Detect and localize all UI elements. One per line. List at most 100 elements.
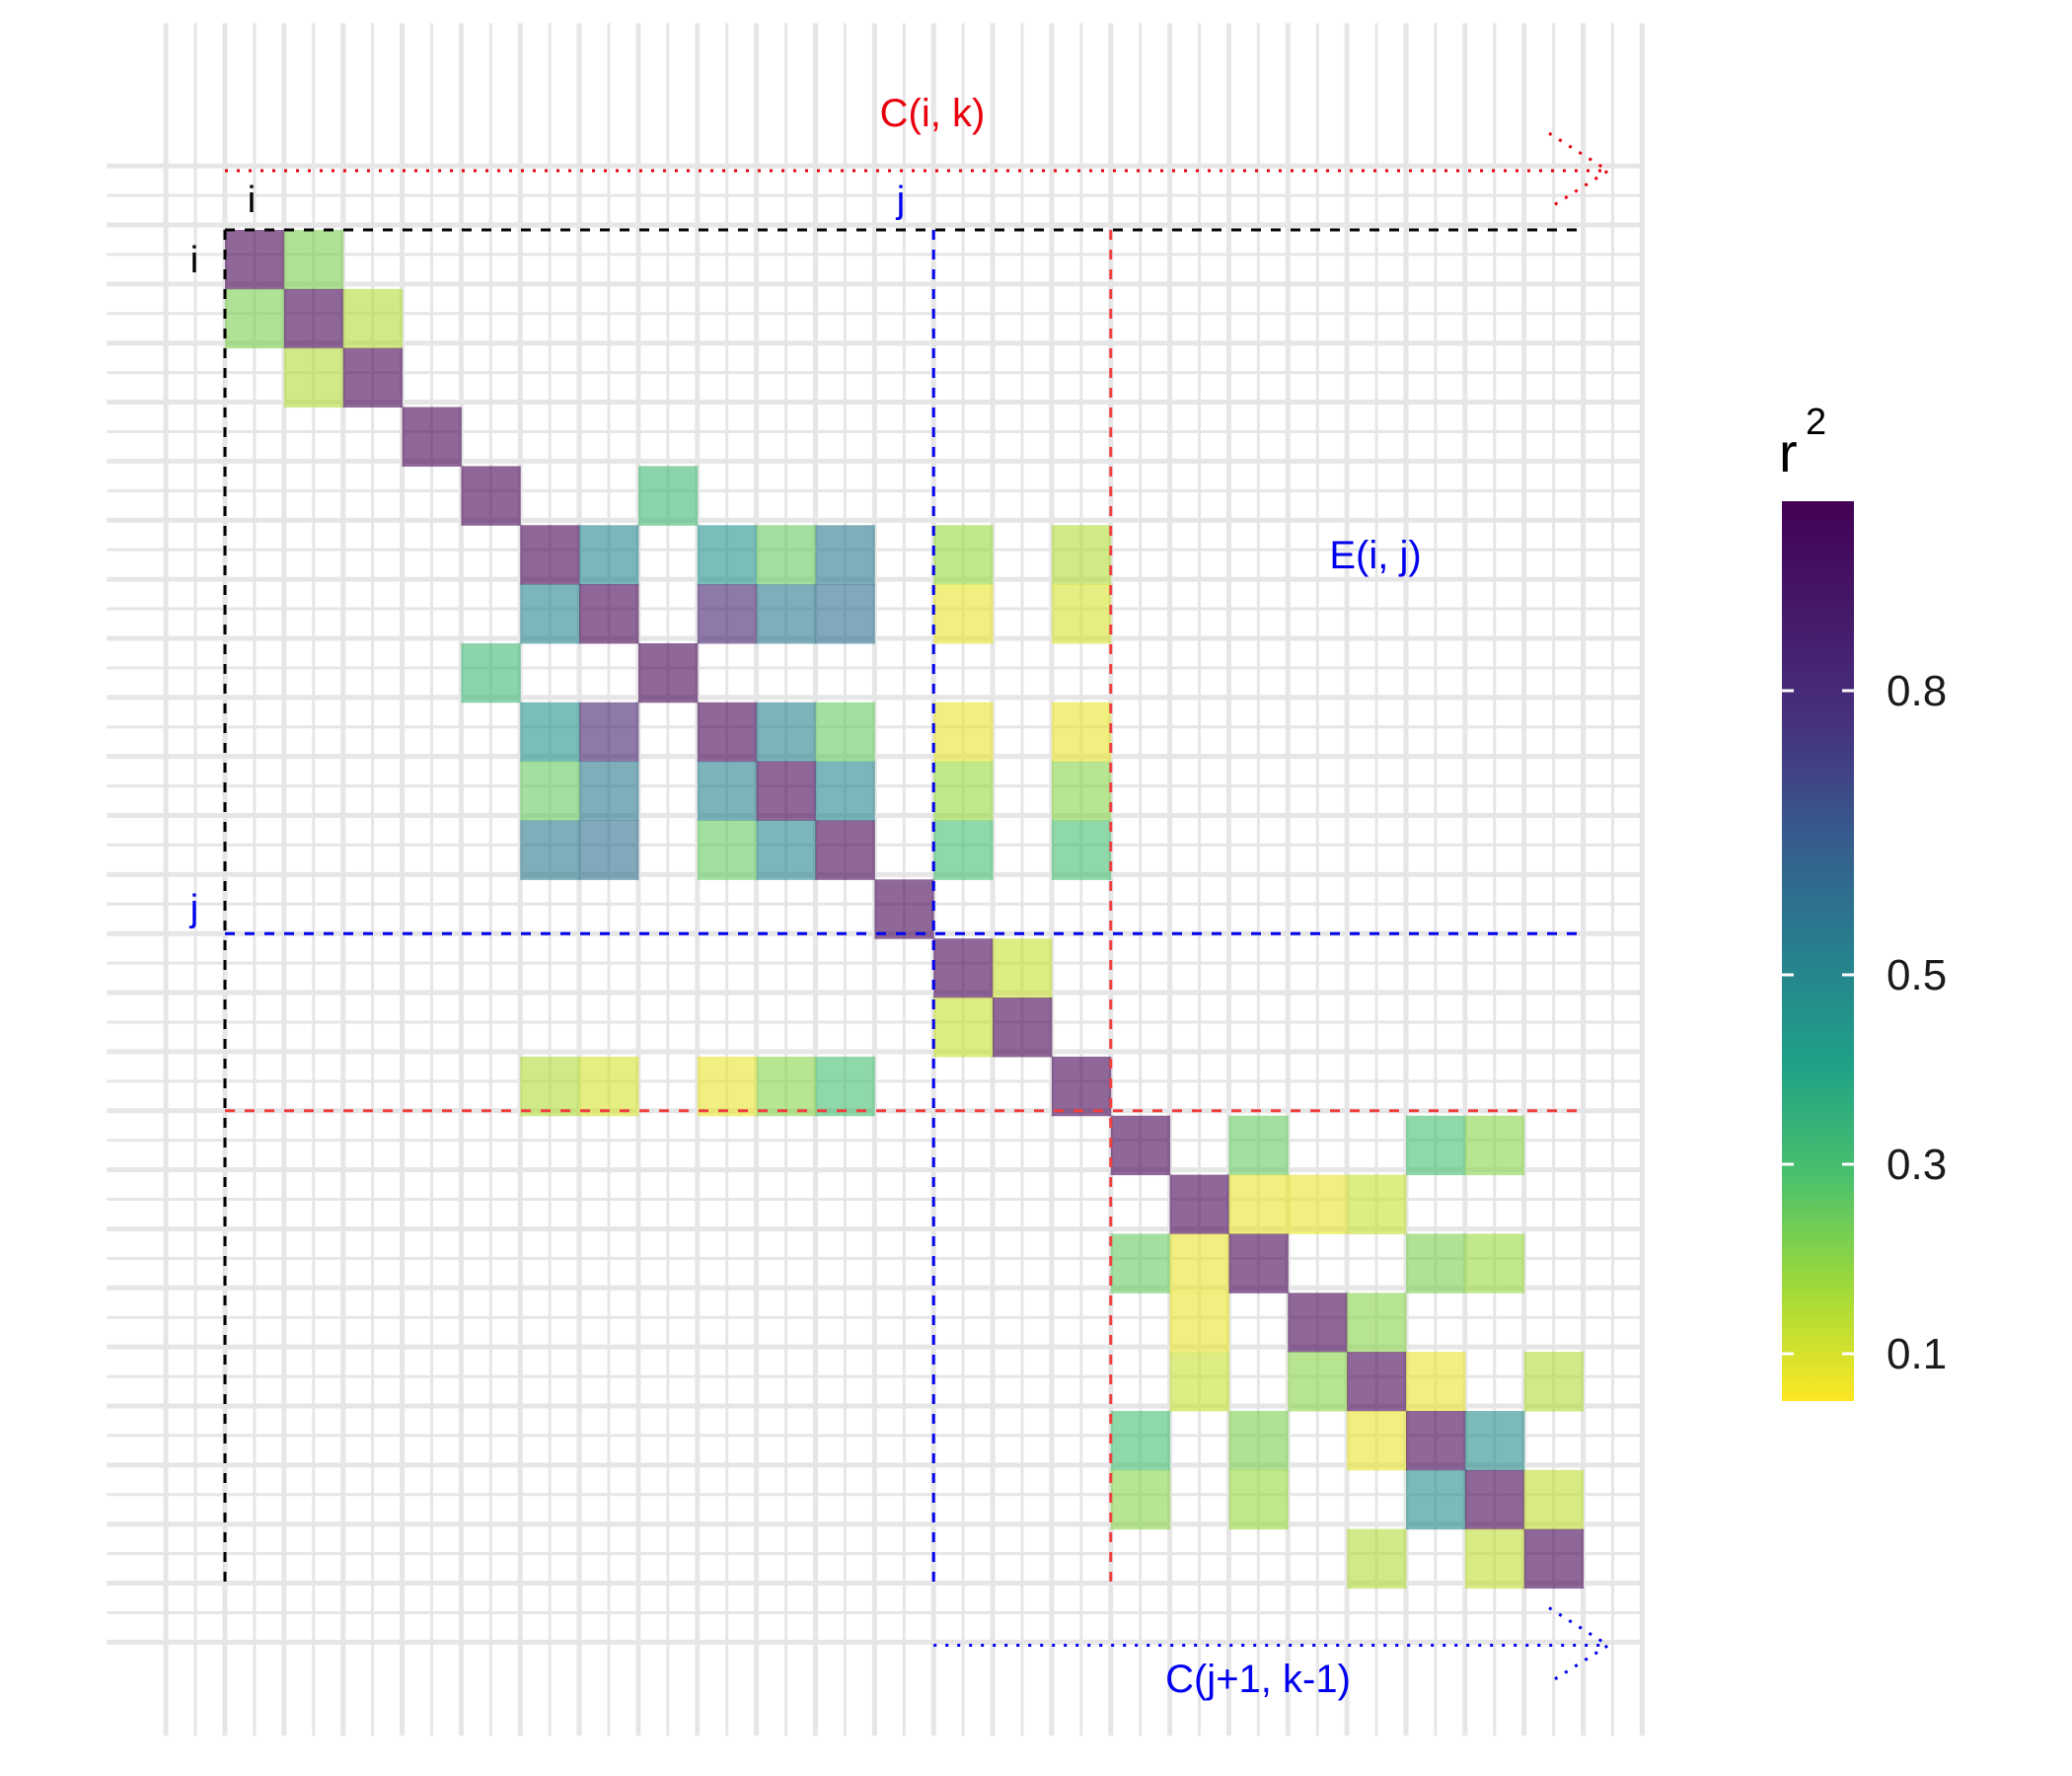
heatmap-cell xyxy=(520,584,580,644)
heatmap-cell xyxy=(1347,1528,1407,1590)
colorbar: r 2 0.8 0.5 0.3 0.1 xyxy=(1779,402,1947,1401)
heatmap-cell xyxy=(579,820,639,880)
heatmap-cell xyxy=(637,642,699,703)
heatmap-cell xyxy=(579,1056,639,1117)
heatmap-cell xyxy=(756,584,816,644)
colorbar-tick-label: 0.8 xyxy=(1887,667,1947,715)
heatmap-cells xyxy=(225,230,1585,1590)
heatmap-cell xyxy=(1051,702,1112,763)
heatmap-cell xyxy=(402,407,462,467)
heatmap-cell xyxy=(1110,1469,1171,1530)
colorbar-tick-label: 0.5 xyxy=(1887,951,1947,999)
heatmap-cell xyxy=(697,761,758,821)
heatmap-cell xyxy=(1288,1352,1348,1412)
heatmap-cell xyxy=(1523,1352,1585,1412)
heatmap-cell xyxy=(1523,1469,1585,1530)
heatmap-cell xyxy=(697,584,758,644)
heatmap-cell xyxy=(756,1056,816,1117)
heatmap-cell xyxy=(1464,1115,1525,1176)
heatmap-cell xyxy=(1051,584,1112,644)
heatmap-cell xyxy=(1228,1411,1289,1471)
heatmap-cell xyxy=(1051,761,1112,821)
heatmap-cell xyxy=(1110,1115,1171,1176)
heatmap-cell xyxy=(1169,1174,1229,1234)
heatmap-cell xyxy=(1523,1528,1585,1590)
heatmap-cell xyxy=(461,466,521,526)
heatmap-cell xyxy=(283,347,344,408)
heatmap-cell xyxy=(342,288,404,349)
heatmap-cell xyxy=(1406,1411,1466,1471)
label-c-j1-k1: C(j+1, k-1) xyxy=(1165,1658,1351,1701)
label-i-top: i xyxy=(248,180,256,221)
heatmap-cell xyxy=(933,938,994,999)
heatmap-cell xyxy=(520,761,580,821)
heatmap-cell xyxy=(756,820,816,880)
colorbar-gradient xyxy=(1782,501,1854,1401)
heatmap-cell xyxy=(1169,1352,1229,1412)
heatmap-cell xyxy=(579,761,639,821)
annotation-lines xyxy=(223,131,1611,1684)
heatmap-cell xyxy=(874,879,934,939)
heatmap-cell xyxy=(579,584,639,644)
heatmap-cell xyxy=(1464,1233,1525,1294)
heatmap-cell xyxy=(756,702,816,763)
heatmap-cell xyxy=(1110,1233,1171,1294)
heatmap-cell xyxy=(1288,1174,1348,1234)
heatmap-cell xyxy=(697,1056,758,1117)
label-e-i-j: E(i, j) xyxy=(1329,534,1421,577)
colorbar-ticks: 0.8 0.5 0.3 0.1 xyxy=(1782,667,1947,1378)
heatmap-cell xyxy=(933,998,994,1058)
heatmap-cell xyxy=(815,584,875,644)
heatmap-cell xyxy=(933,584,994,644)
heatmap-cell xyxy=(1169,1293,1229,1353)
heatmap-cell xyxy=(1464,1528,1525,1590)
heatmap-cell xyxy=(697,702,758,763)
heatmap-cell xyxy=(815,1056,875,1117)
heatmap-cell xyxy=(1169,1233,1229,1294)
heatmap-cell xyxy=(756,761,816,821)
heatmap-cell xyxy=(520,1056,580,1117)
heatmap-cell xyxy=(1051,1056,1112,1117)
label-i-left: i xyxy=(190,240,198,281)
heatmap-cell xyxy=(815,702,875,763)
heatmap-cell xyxy=(1347,1411,1407,1471)
heatmap-cell xyxy=(1051,820,1112,880)
colorbar-title-superscript: 2 xyxy=(1806,402,1826,443)
heatmap-cell xyxy=(1347,1174,1407,1234)
heatmap-cell xyxy=(933,525,994,585)
heatmap-cell xyxy=(520,702,580,763)
heatmap-cell xyxy=(579,702,639,763)
heatmap-cell xyxy=(637,466,699,526)
heatmap-cell xyxy=(1347,1293,1407,1353)
colorbar-tick-label: 0.3 xyxy=(1887,1141,1947,1189)
heatmap-cell xyxy=(283,230,344,290)
heatmap-cell xyxy=(933,702,994,763)
heatmap-cell xyxy=(225,230,285,290)
colorbar-title: r xyxy=(1779,421,1798,483)
heatmap-cell xyxy=(1347,1352,1407,1412)
heatmap-cell xyxy=(993,998,1053,1058)
heatmap-cell xyxy=(993,938,1053,999)
heatmap-cell xyxy=(1406,1352,1466,1412)
label-j-top: j xyxy=(896,180,905,221)
heatmap-cell xyxy=(815,525,875,585)
heatmap-cell xyxy=(756,525,816,585)
heatmap-cell xyxy=(1228,1469,1289,1530)
heatmap-cell xyxy=(1288,1293,1348,1353)
heatmap-cell xyxy=(1228,1233,1289,1294)
heatmap-cell xyxy=(933,761,994,821)
label-j-left: j xyxy=(189,888,198,929)
heatmap-cell xyxy=(283,288,344,349)
heatmap-cell xyxy=(520,820,580,880)
label-c-i-k: C(i, k) xyxy=(880,92,986,135)
heatmap-cell xyxy=(815,761,875,821)
heatmap-cell xyxy=(1228,1174,1289,1234)
heatmap-cell xyxy=(697,820,758,880)
heatmap-cell xyxy=(520,525,580,585)
heatmap-cell xyxy=(933,820,994,880)
heatmap-cell xyxy=(1406,1469,1466,1530)
heatmap-cell xyxy=(1110,1411,1171,1471)
heatmap-cell xyxy=(1228,1115,1289,1176)
heatmap-cell xyxy=(1051,525,1112,585)
